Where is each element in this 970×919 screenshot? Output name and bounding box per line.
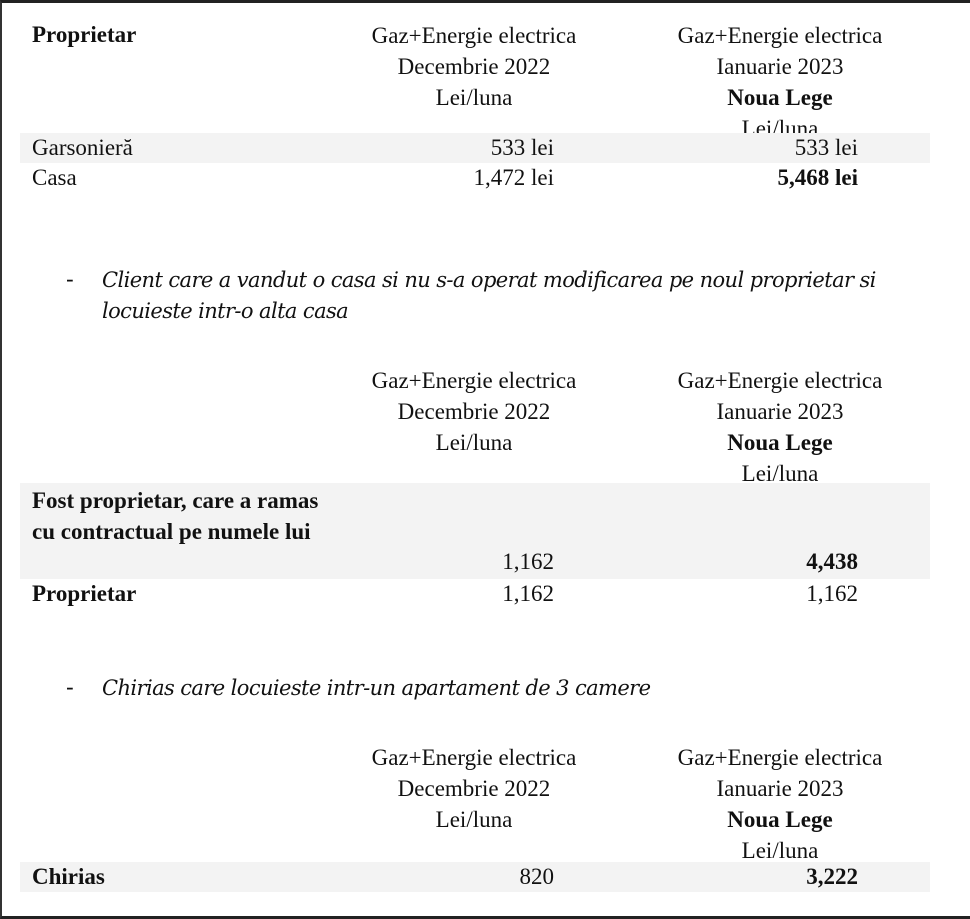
header-line-noua-lege: Noua Lege <box>727 807 833 832</box>
dash-bullet-icon: - <box>66 675 74 701</box>
table-row: Garsonieră 533 lei 533 lei <box>20 133 930 163</box>
row-header-label: Proprietar <box>32 22 137 47</box>
table-row: Chirias 820 3,222 <box>20 862 930 892</box>
table-row: Proprietar 1,162 1,162 <box>20 579 930 609</box>
table-proprietar: Proprietar Gaz+Energie electrica Decembr… <box>20 8 930 193</box>
row-label: Proprietar <box>32 581 137 606</box>
column-header-dec-2022: Gaz+Energie electrica Decembrie 2022 Lei… <box>342 365 606 458</box>
value-dec-2022: 533 lei <box>490 135 554 160</box>
table-row: Fost proprietar, care a ramas cu contrac… <box>20 483 930 579</box>
value-ian-2023: 5,468 lei <box>777 165 859 190</box>
row-label: Garsonieră <box>32 135 133 160</box>
header-line: Gaz+Energie electrica <box>371 368 577 393</box>
header-line: Gaz+Energie electrica <box>677 745 883 770</box>
table-row: Casa 1,472 lei 5,468 lei <box>20 163 930 193</box>
value-dec-2022: 1,162 <box>502 581 554 606</box>
value-ian-2023: 4,438 <box>806 549 858 574</box>
value-dec-2022: 820 <box>519 864 555 889</box>
value-dec-2022: 1,162 <box>502 549 554 574</box>
header-line: Ianuarie 2023 <box>716 54 844 79</box>
header-line-noua-lege: Noua Lege <box>727 430 833 455</box>
header-line: Gaz+Energie electrica <box>371 745 577 770</box>
table-header: Gaz+Energie electrica Decembrie 2022 Lei… <box>20 353 930 486</box>
value-dec-2022: 1,472 lei <box>473 165 555 190</box>
row-label: Fost proprietar, care a ramas cu contrac… <box>32 488 319 544</box>
column-header-dec-2022: Gaz+Energie electrica Decembrie 2022 Lei… <box>342 742 606 835</box>
column-header-ian-2023: Gaz+Energie electrica Ianuarie 2023 Noua… <box>648 742 912 866</box>
header-line: Ianuarie 2023 <box>716 776 844 801</box>
header-line: Lei/luna <box>435 430 513 455</box>
value-ian-2023: 1,162 <box>806 581 858 606</box>
bullet-text: Chirias care locuieste intr-un apartamen… <box>102 676 651 700</box>
table-chirias: Gaz+Energie electrica Decembrie 2022 Lei… <box>20 730 930 892</box>
header-line: Gaz+Energie electrica <box>371 23 577 48</box>
header-line: Lei/luna <box>741 838 819 863</box>
column-header-ian-2023: Gaz+Energie electrica Ianuarie 2023 Noua… <box>648 365 912 489</box>
dash-bullet-icon: - <box>66 267 74 293</box>
bullet-text: Client care a vandut o casa si nu s-a op… <box>102 268 876 323</box>
bullet-item: - Chirias care locuieste intr-un apartam… <box>66 673 970 704</box>
column-header-ian-2023: Gaz+Energie electrica Ianuarie 2023 Noua… <box>648 20 912 144</box>
header-line: Ianuarie 2023 <box>716 399 844 424</box>
header-line: Decembrie 2022 <box>397 399 551 424</box>
table-header: Proprietar Gaz+Energie electrica Decembr… <box>20 8 930 141</box>
header-line-noua-lege: Noua Lege <box>727 85 833 110</box>
header-line: Decembrie 2022 <box>397 54 551 79</box>
row-label: Chirias <box>32 864 105 889</box>
table-fost-proprietar: Gaz+Energie electrica Decembrie 2022 Lei… <box>20 353 930 609</box>
header-line: Gaz+Energie electrica <box>677 23 883 48</box>
row-label: Casa <box>32 165 77 190</box>
header-line: Lei/luna <box>435 807 513 832</box>
table-header: Gaz+Energie electrica Decembrie 2022 Lei… <box>20 730 930 863</box>
header-line: Lei/luna <box>741 461 819 486</box>
bullet-item: - Client care a vandut o casa si nu s-a … <box>66 265 970 327</box>
header-line: Gaz+Energie electrica <box>677 368 883 393</box>
header-line: Lei/luna <box>435 85 513 110</box>
value-ian-2023: 533 lei <box>794 135 858 160</box>
column-header-dec-2022: Gaz+Energie electrica Decembrie 2022 Lei… <box>342 20 606 113</box>
value-ian-2023: 3,222 <box>806 864 858 889</box>
header-line: Decembrie 2022 <box>397 776 551 801</box>
